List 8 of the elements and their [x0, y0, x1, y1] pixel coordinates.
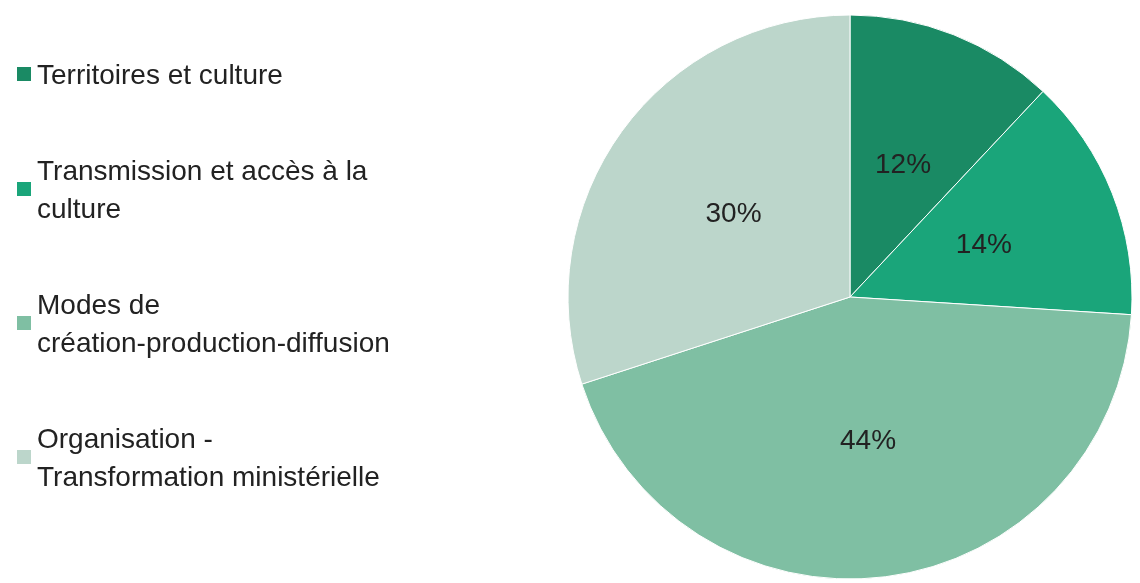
- legend-label: Modes de création-production-diffusion: [37, 288, 390, 358]
- legend-label: Transmission et accès à la culture: [37, 154, 376, 224]
- data-label: 14%: [955, 228, 1012, 260]
- data-label: 12%: [874, 147, 932, 179]
- data-label: 44%: [840, 424, 897, 456]
- data-label: 30%: [705, 196, 762, 228]
- legend-label: Organisation - Transformation ministérielle: [37, 422, 380, 492]
- legend-label: Territoires et culture: [37, 58, 283, 90]
